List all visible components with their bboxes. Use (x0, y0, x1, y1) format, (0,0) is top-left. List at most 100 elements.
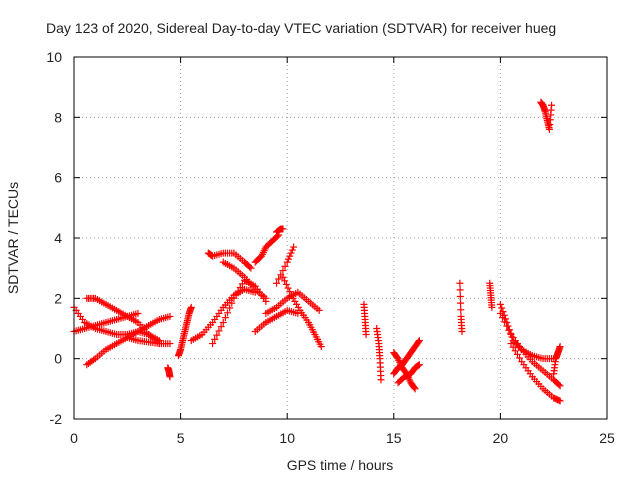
series-sat-k (219, 258, 270, 302)
data-point (496, 309, 504, 317)
data-point (502, 315, 510, 323)
data-point (228, 299, 236, 307)
x-tick-label: 5 (177, 430, 185, 446)
series-sat-d (83, 312, 174, 369)
data-point (294, 303, 302, 311)
series-sat-q (251, 306, 302, 336)
data-point (287, 249, 295, 257)
y-tick-label: -2 (50, 411, 63, 427)
data-point (501, 318, 509, 326)
data-point (415, 337, 423, 345)
data-point (415, 361, 423, 369)
data-point (284, 284, 292, 292)
series-sat-ac (537, 98, 556, 133)
y-tick-label: 2 (54, 290, 62, 306)
series-sat-aa (496, 309, 564, 390)
data-point (488, 303, 496, 311)
data-point (507, 340, 515, 348)
y-tick-labels: -2 0 2 4 6 8 10 (46, 49, 62, 427)
data-point (498, 304, 506, 312)
data-point (556, 343, 564, 351)
data-point (226, 304, 234, 312)
data-point (513, 350, 521, 358)
data-point (509, 343, 517, 351)
data-point (315, 306, 323, 314)
data-point (281, 262, 289, 270)
data-point (279, 225, 287, 233)
data-point (289, 294, 297, 302)
data-point (555, 396, 563, 404)
data-point (221, 314, 229, 322)
series-sat-m (273, 225, 287, 236)
data-point (275, 275, 283, 283)
data-point (247, 264, 255, 272)
data-point (211, 335, 219, 343)
data-point (219, 318, 227, 326)
data-point (134, 309, 142, 317)
series-sat-ab (550, 343, 564, 378)
data-point (284, 255, 292, 263)
data-point (456, 279, 464, 287)
data-point (215, 327, 223, 335)
series-sat-c (70, 309, 142, 336)
data-point (496, 300, 504, 308)
chart-title: Day 123 of 2020, Sidereal Day-to-day VTE… (46, 20, 556, 36)
data-point (415, 361, 423, 369)
plot-frame (73, 56, 608, 420)
series-sat-x (486, 279, 496, 311)
data-point (238, 280, 246, 288)
data-point (288, 246, 296, 254)
series-sat-l (251, 231, 283, 266)
data-points (70, 98, 564, 405)
data-point (207, 251, 215, 259)
data-point (293, 300, 301, 308)
data-point (556, 397, 564, 405)
data-point (166, 340, 174, 348)
data-point (503, 322, 511, 330)
data-point (317, 343, 325, 351)
data-point (548, 101, 556, 109)
series-sat-z (507, 340, 564, 405)
data-point (283, 258, 291, 266)
data-point (516, 354, 524, 362)
data-point (393, 353, 401, 361)
data-point (281, 277, 289, 285)
data-point (187, 303, 195, 311)
data-point (286, 288, 294, 296)
x-tick-label: 0 (70, 430, 78, 446)
series-sat-g (174, 303, 195, 360)
data-point (287, 291, 295, 299)
x-tick-label: 10 (279, 430, 295, 446)
data-point (414, 362, 422, 370)
data-point (377, 376, 385, 384)
data-point (234, 287, 242, 295)
data-point (282, 280, 290, 288)
series-sat-j (209, 276, 270, 348)
data-point (230, 294, 238, 302)
x-axis-label: GPS time / hours (287, 457, 394, 473)
data-point (217, 323, 225, 331)
data-point (556, 382, 564, 390)
data-point (232, 291, 240, 299)
data-point (262, 294, 270, 302)
x-tick-label: 20 (493, 430, 509, 446)
data-point (236, 283, 244, 291)
data-point (279, 267, 287, 275)
series-sat-i (204, 249, 255, 272)
series-sat-v (394, 361, 423, 387)
series-sat-o (273, 243, 298, 287)
y-tick-label: 0 (54, 351, 62, 367)
y-tick-label: 10 (46, 49, 62, 65)
series-sat-r (360, 300, 370, 339)
series-sat-p (279, 273, 325, 351)
data-point (209, 340, 217, 348)
data-point (279, 273, 287, 281)
data-point (291, 297, 299, 305)
y-tick-label: 4 (54, 230, 62, 246)
data-point (294, 309, 302, 317)
series-sat-f (164, 364, 174, 381)
grid (74, 57, 607, 419)
y-tick-label: 8 (54, 109, 62, 125)
data-point (362, 331, 370, 339)
data-point (505, 326, 513, 334)
